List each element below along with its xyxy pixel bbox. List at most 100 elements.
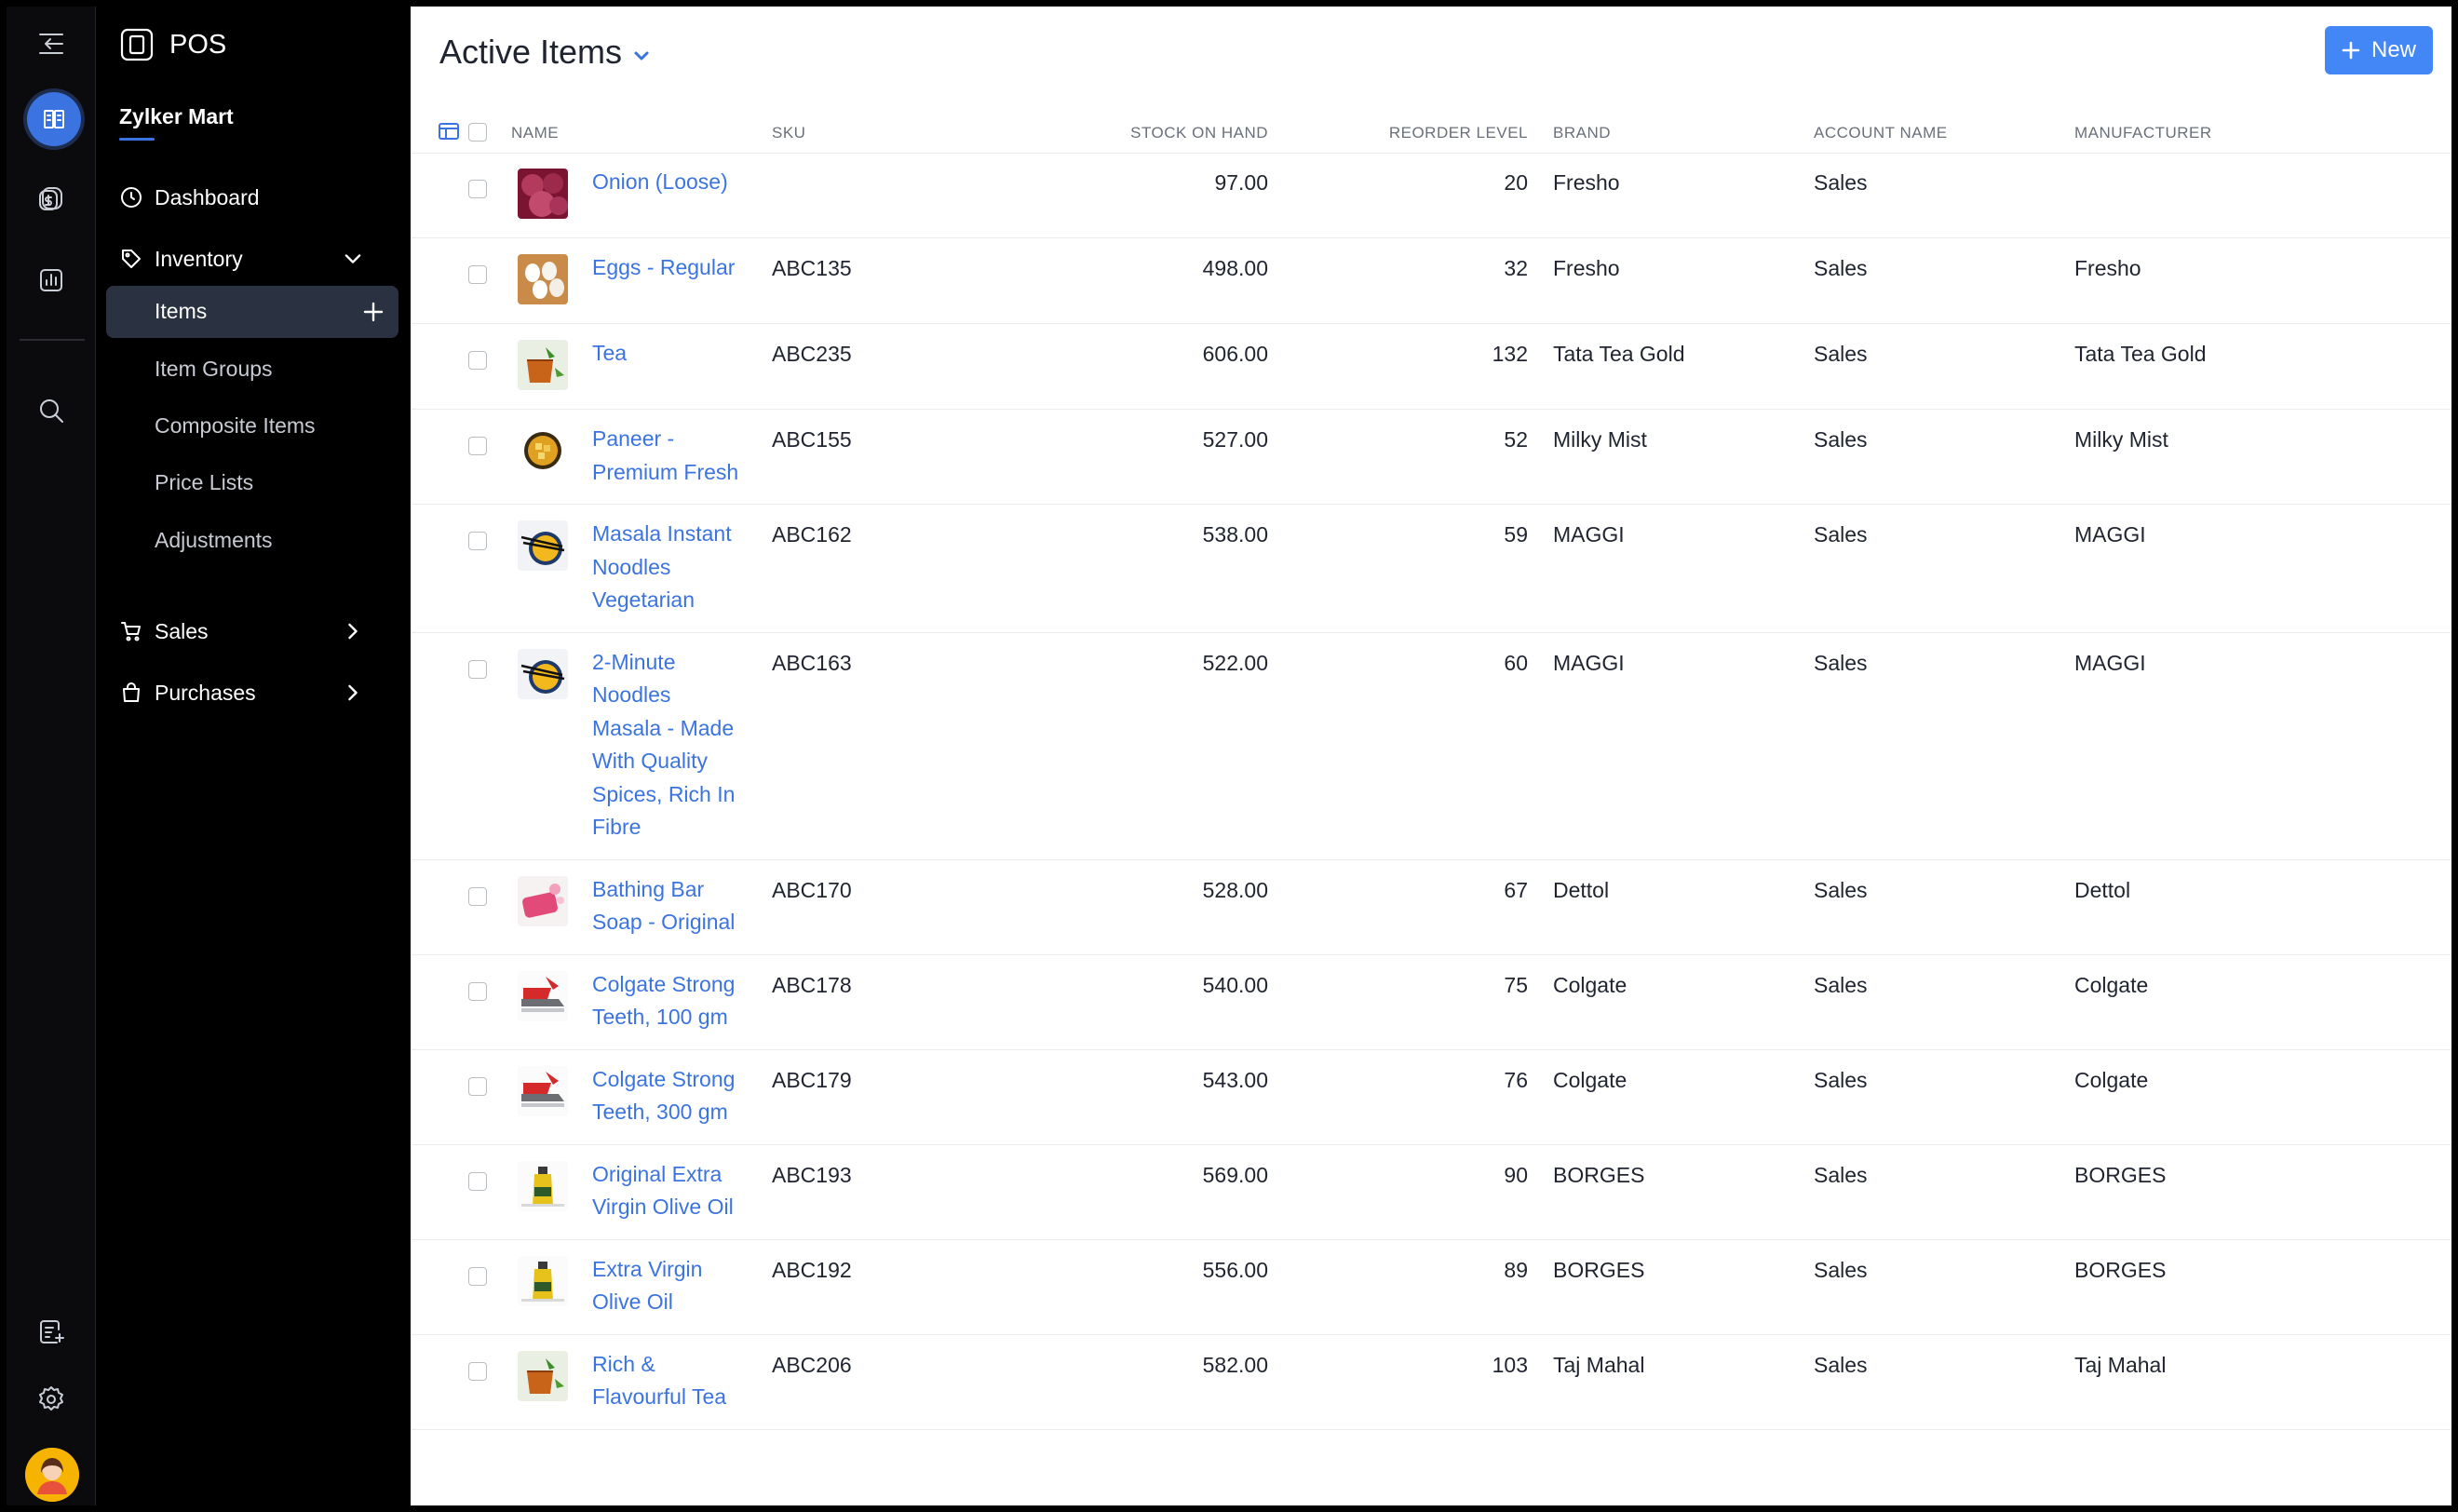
sidebar-item-label: Dashboard <box>155 184 260 209</box>
cell-stock: 528.00 <box>1202 877 1268 902</box>
item-name-link[interactable]: Extra Virgin Olive Oil <box>592 1253 750 1319</box>
table-row[interactable]: Paneer - Premium Fresh ABC155 527.00 52 Milky… <box>411 411 2451 505</box>
cell-brand: Milky Mist <box>1553 427 1647 452</box>
table-row[interactable]: Eggs - Regular ABC135 498.00 32 Fresho Sales F… <box>411 239 2451 324</box>
item-name-line: Noodles <box>592 554 671 579</box>
sidebar-item-label: Sales <box>155 618 209 643</box>
table-row[interactable]: Rich & Flavourful Tea ABC206 582.00 103 Taj M… <box>411 1336 2451 1430</box>
item-name-link[interactable]: Paneer - Premium Fresh <box>592 423 750 489</box>
view-selector[interactable]: Active Items <box>439 33 652 72</box>
column-header-manufacturer[interactable]: MANUFACTURER <box>2074 124 2212 142</box>
item-name-line: Virgin Olive Oil <box>592 1195 734 1219</box>
item-name-link[interactable]: Bathing Bar Soap - Original <box>592 873 750 939</box>
cell-manufacturer: Taj Mahal <box>2074 1352 2167 1377</box>
table-row[interactable]: Colgate Strong Teeth, 300 gm ABC179 543.00 7… <box>411 1051 2451 1145</box>
table-row[interactable]: Masala Instant Noodles Vegetarian ABC162 538… <box>411 506 2451 633</box>
cell-stock: 556.00 <box>1202 1257 1268 1282</box>
cell-stock: 522.00 <box>1202 650 1268 675</box>
column-header-brand[interactable]: BRAND <box>1553 124 1612 142</box>
sidebar-item-items[interactable]: Items <box>106 286 398 338</box>
gear-icon[interactable] <box>27 1375 75 1424</box>
table-row[interactable]: Bathing Bar Soap - Original ABC170 528.00 67… <box>411 861 2451 955</box>
sidebar-item-adjustments[interactable]: Adjustments <box>155 527 273 552</box>
pos-app-icon[interactable] <box>27 92 81 146</box>
tag-icon <box>122 250 141 268</box>
plus-icon <box>2342 41 2360 60</box>
table-row[interactable]: Extra Virgin Olive Oil ABC192 556.00 89 BORGE… <box>411 1241 2451 1335</box>
main-content: Active Items New NAME SKU STOCK ON HAND … <box>411 7 2451 1505</box>
cell-stock: 540.00 <box>1202 972 1268 997</box>
sidebar-item-item-groups[interactable]: Item Groups <box>155 356 273 381</box>
cell-reorder: 32 <box>1504 256 1528 280</box>
cell-stock: 606.00 <box>1202 342 1268 366</box>
item-name-link[interactable]: Masala Instant Noodles Vegetarian <box>592 518 750 617</box>
cell-stock: 498.00 <box>1202 256 1268 280</box>
row-checkbox[interactable] <box>468 532 487 550</box>
cell-brand: Fresho <box>1553 256 1620 280</box>
collapse-menu-icon[interactable] <box>27 20 75 68</box>
column-header-reorder[interactable]: REORDER LEVEL <box>1388 124 1528 142</box>
item-name-link[interactable]: Colgate Strong Teeth, 100 gm <box>592 968 750 1034</box>
table-row[interactable]: Onion (Loose) 97.00 20 Fresho Sales <box>411 154 2451 238</box>
cell-reorder: 132 <box>1492 342 1528 366</box>
item-name-link[interactable]: Colgate Strong Teeth, 300 gm <box>592 1063 750 1129</box>
item-name-link[interactable]: Rich & Flavourful Tea <box>592 1348 750 1414</box>
cell-account: Sales <box>1814 1352 1868 1377</box>
item-thumbnail <box>518 340 568 390</box>
item-name-link[interactable]: Eggs - Regular <box>592 251 750 285</box>
row-checkbox[interactable] <box>468 659 487 679</box>
column-header-stock[interactable]: STOCK ON HAND <box>1130 124 1268 142</box>
cell-sku: ABC155 <box>772 427 852 452</box>
row-checkbox[interactable] <box>468 180 487 198</box>
row-checkbox[interactable] <box>468 265 487 284</box>
cell-stock: 97.00 <box>1214 170 1268 195</box>
item-name-line: Soap - Original <box>592 910 736 934</box>
org-name[interactable]: Zylker Mart <box>119 104 234 128</box>
item-name-link[interactable]: 2-Minute Noodles Masala - Made With Quality… <box>592 646 750 844</box>
item-name-line: With Quality <box>592 749 708 773</box>
sidebar-item-dashboard[interactable]: Dashboard <box>119 179 260 216</box>
reports-icon[interactable] <box>27 256 75 304</box>
row-checkbox[interactable] <box>468 981 487 1001</box>
sidebar-item-inventory[interactable]: Inventory <box>119 240 398 277</box>
row-checkbox[interactable] <box>468 1266 487 1286</box>
pos-logo-icon <box>120 28 154 61</box>
sidebar-item-purchases[interactable]: Purchases <box>119 674 398 711</box>
column-settings-icon[interactable] <box>439 123 459 140</box>
item-thumbnail <box>518 1255 568 1306</box>
table-row[interactable]: Colgate Strong Teeth, 100 gm ABC178 540.00 7… <box>411 956 2451 1050</box>
item-name-line: 2-Minute <box>592 649 676 674</box>
item-name-link[interactable]: Tea <box>592 337 750 371</box>
sidebar-item-composite-items[interactable]: Composite Items <box>155 412 316 438</box>
sidebar-item-sales[interactable]: Sales <box>119 613 398 650</box>
cell-brand: Fresho <box>1553 170 1620 195</box>
row-checkbox[interactable] <box>468 886 487 906</box>
column-header-account[interactable]: ACCOUNT NAME <box>1814 124 1948 142</box>
row-checkbox[interactable] <box>468 351 487 370</box>
row-checkbox[interactable] <box>468 437 487 455</box>
row-checkbox[interactable] <box>468 1171 487 1191</box>
add-item-icon[interactable] <box>361 300 385 324</box>
cell-manufacturer: Dettol <box>2074 877 2131 902</box>
search-icon[interactable] <box>27 386 75 435</box>
select-all-checkbox[interactable] <box>468 123 487 142</box>
row-checkbox[interactable] <box>468 1361 487 1381</box>
item-name-line: Olive Oil <box>592 1289 673 1314</box>
row-checkbox[interactable] <box>468 1076 487 1096</box>
sidebar-item-price-lists[interactable]: Price Lists <box>155 469 254 494</box>
item-name-link[interactable]: Onion (Loose) <box>592 166 750 199</box>
column-header-name[interactable]: NAME <box>511 124 560 142</box>
table-row[interactable]: Tea ABC235 606.00 132 Tata Tea Gold Sales Tata… <box>411 325 2451 410</box>
new-item-button[interactable]: New <box>2325 26 2433 74</box>
table-row[interactable]: Original Extra Virgin Olive Oil ABC193 569.… <box>411 1146 2451 1240</box>
item-thumbnail <box>518 1065 568 1116</box>
billing-icon[interactable] <box>27 174 75 223</box>
notes-icon[interactable] <box>27 1308 75 1357</box>
cell-manufacturer: MAGGI <box>2074 650 2146 675</box>
table-row[interactable]: 2-Minute Noodles Masala - Made With Quality… <box>411 634 2451 860</box>
item-name-link[interactable]: Original Extra Virgin Olive Oil <box>592 1158 750 1224</box>
cart-icon <box>121 622 141 641</box>
item-name-line: Teeth, 300 gm <box>592 1100 728 1124</box>
user-avatar[interactable] <box>25 1448 79 1502</box>
column-header-sku[interactable]: SKU <box>772 124 806 142</box>
